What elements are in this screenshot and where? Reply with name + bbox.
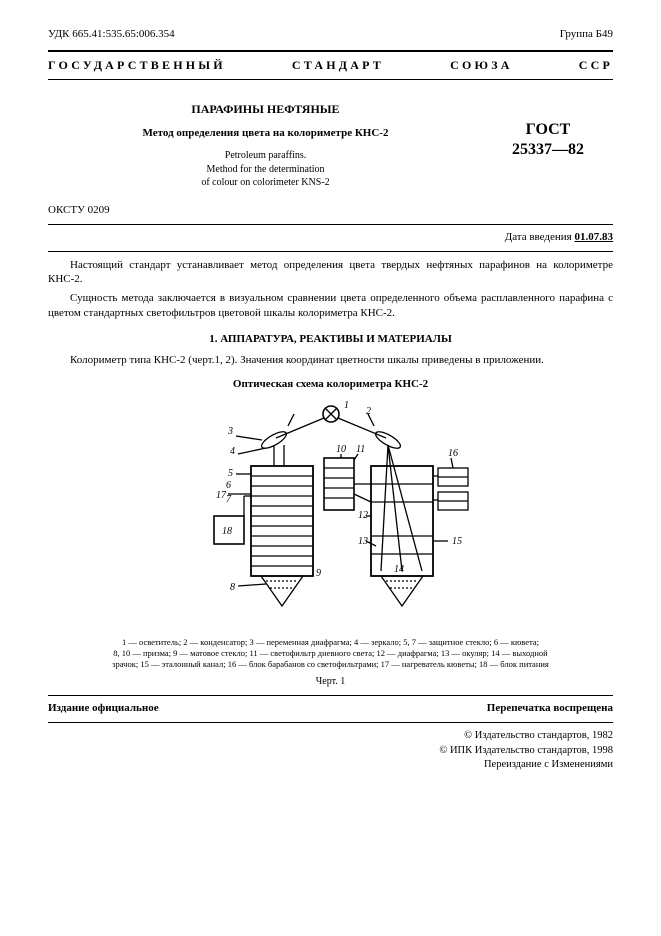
copyright-3: Переиздание с Изменениями bbox=[48, 758, 613, 773]
figure-number: Черт. 1 bbox=[48, 676, 613, 687]
okstu-code: ОКСТУ 0209 bbox=[48, 204, 613, 216]
diagram-label-12: 12 bbox=[358, 510, 368, 521]
title-en-1: Petroleum paraffins. bbox=[48, 149, 483, 163]
diagram-label-10: 10 bbox=[336, 444, 346, 455]
footer-left: Издание официальное bbox=[48, 702, 159, 714]
diagram-label-18: 18 bbox=[222, 526, 232, 537]
figure-title: Оптическая схема колориметра КНС-2 bbox=[48, 378, 613, 390]
top-meta-row: УДК 665.41:535.65:006.354 Группа Б49 bbox=[48, 28, 613, 40]
diagram-label-14: 14 bbox=[394, 564, 404, 575]
title-en-2: Method for the determination bbox=[48, 163, 483, 177]
copyright-block: © Издательство стандартов, 1982 © ИПК Из… bbox=[48, 729, 613, 773]
title-right: ГОСТ 25337—82 bbox=[483, 102, 613, 190]
diagram-label-17: 17 bbox=[216, 490, 227, 501]
diagram-label-11: 11 bbox=[356, 444, 365, 455]
legend-line-1: 1 — осветитель; 2 — конденсатор; 3 — пер… bbox=[122, 637, 539, 647]
date-row: Дата введения 01.07.83 bbox=[48, 231, 613, 243]
page: УДК 665.41:535.65:006.354 Группа Б49 ГОС… bbox=[0, 0, 661, 803]
diagram-label-4: 4 bbox=[230, 446, 235, 457]
intro-para-2: Сущность метода заключается в визуальном… bbox=[48, 291, 613, 321]
figure-legend: 1 — осветитель; 2 — конденсатор; 3 — пер… bbox=[48, 637, 613, 670]
footer-row: Издание официальное Перепечатка воспреще… bbox=[48, 702, 613, 714]
title-block: ПАРАФИНЫ НЕФТЯНЫЕ Метод определения цвет… bbox=[48, 102, 613, 190]
section-1-para: Колориметр типа КНС-2 (черт.1, 2). Значе… bbox=[48, 353, 613, 368]
diagram-label-5: 5 bbox=[228, 468, 233, 479]
legend-line-2: 8, 10 — призма; 9 — матовое стекло; 11 —… bbox=[113, 648, 547, 658]
colorimeter-diagram: 1 2 3 4 5 6 7 8 9 10 11 12 13 14 15 16 1… bbox=[166, 396, 496, 626]
divider-4 bbox=[48, 722, 613, 723]
diagram-label-15: 15 bbox=[452, 536, 462, 547]
divider-3 bbox=[48, 695, 613, 696]
gost-label: ГОСТ bbox=[483, 120, 613, 140]
diagram-label-7: 7 bbox=[226, 494, 232, 505]
title-ru-main: ПАРАФИНЫ НЕФТЯНЫЕ bbox=[48, 102, 483, 117]
diagram-label-6: 6 bbox=[226, 480, 231, 491]
diagram-label-1: 1 bbox=[344, 400, 349, 411]
copyright-1: © Издательство стандартов, 1982 bbox=[48, 729, 613, 744]
diagram-label-13: 13 bbox=[358, 536, 368, 547]
udk-code: УДК 665.41:535.65:006.354 bbox=[48, 28, 175, 40]
title-ru-sub: Метод определения цвета на колориметре К… bbox=[48, 127, 483, 139]
diagram-label-16: 16 bbox=[448, 448, 458, 459]
intro-para-1: Настоящий стандарт устанавливает метод о… bbox=[48, 258, 613, 288]
gost-number: 25337—82 bbox=[483, 140, 613, 160]
footer-right: Перепечатка воспрещена bbox=[487, 702, 613, 714]
date-value: 01.07.83 bbox=[575, 231, 614, 243]
legend-line-3: зрачок; 15 — эталонный канал; 16 — блок … bbox=[112, 659, 549, 669]
date-label: Дата введения bbox=[505, 231, 575, 243]
divider-2 bbox=[48, 251, 613, 252]
diagram-label-3: 3 bbox=[227, 426, 233, 437]
title-left: ПАРАФИНЫ НЕФТЯНЫЕ Метод определения цвет… bbox=[48, 102, 483, 190]
diagram-label-9: 9 bbox=[316, 568, 321, 579]
standard-banner: ГОСУДАРСТВЕННЫЙ СТАНДАРТ СОЮЗА ССР bbox=[48, 50, 613, 80]
copyright-2: © ИПК Издательство стандартов, 1998 bbox=[48, 744, 613, 759]
diagram-label-2: 2 bbox=[366, 406, 371, 417]
group-code: Группа Б49 bbox=[560, 28, 613, 40]
divider-1 bbox=[48, 224, 613, 225]
figure-1: 1 2 3 4 5 6 7 8 9 10 11 12 13 14 15 16 1… bbox=[48, 396, 613, 631]
title-en-3: of colour on colorimeter KNS-2 bbox=[48, 176, 483, 190]
section-1-title: 1. АППАРАТУРА, РЕАКТИВЫ И МАТЕРИАЛЫ bbox=[48, 333, 613, 345]
diagram-label-8: 8 bbox=[230, 582, 235, 593]
